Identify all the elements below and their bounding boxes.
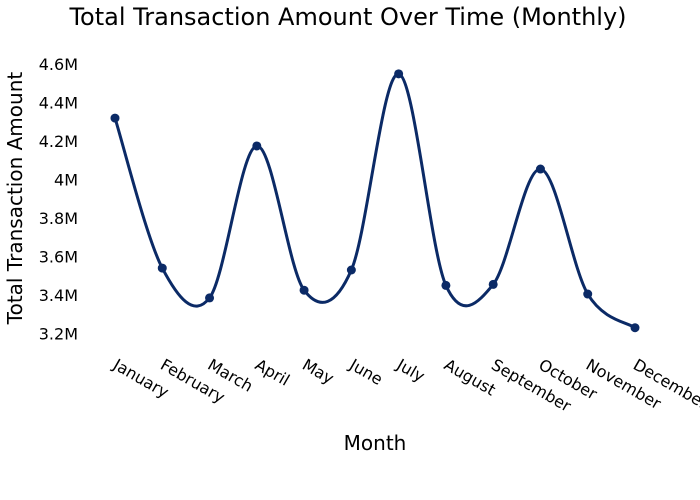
y-axis-title: Total Transaction Amount: [3, 72, 27, 326]
data-point: [535, 164, 545, 174]
y-tick-label: 3.8M: [39, 209, 78, 228]
chart-title: Total Transaction Amount Over Time (Mont…: [68, 3, 626, 31]
x-tick-label: June: [345, 355, 386, 389]
x-tick-label: August: [441, 355, 499, 399]
data-point: [394, 69, 404, 79]
data-point: [346, 265, 356, 275]
data-point: [441, 280, 451, 290]
y-tick-label: 3.4M: [39, 286, 78, 305]
y-tick-label: 3.6M: [39, 248, 78, 267]
y-tick-label: 4.2M: [39, 132, 78, 151]
data-point: [583, 289, 593, 299]
y-tick-label: 4.6M: [39, 55, 78, 74]
data-point: [205, 293, 215, 303]
x-tick-label: July: [393, 355, 428, 386]
data-point: [110, 113, 120, 123]
data-point: [488, 279, 498, 289]
x-tick-label: April: [252, 355, 293, 390]
data-point: [630, 323, 640, 333]
x-tick-label: May: [299, 355, 337, 388]
series-line: [113, 72, 637, 330]
y-tick-label: 4M: [54, 171, 78, 190]
data-points: [110, 69, 640, 333]
data-point: [299, 285, 309, 295]
data-point: [157, 263, 167, 273]
x-axis-title: Month: [344, 431, 407, 455]
data-point: [252, 141, 262, 151]
y-tick-labels: 3.2M 3.4M 3.6M 3.8M 4M 4.2M 4.4M 4.6M: [39, 55, 78, 343]
y-tick-label: 4.4M: [39, 94, 78, 113]
y-tick-label: 3.2M: [39, 324, 78, 343]
